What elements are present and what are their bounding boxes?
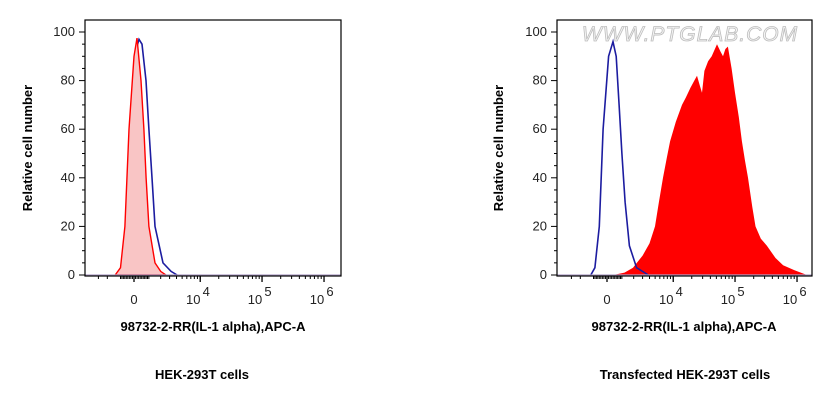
x-tick-exponent: 5	[264, 284, 271, 299]
series-line-1	[590, 38, 649, 276]
x-tick-exponent: 6	[326, 284, 333, 299]
y-axis-title-right: Relative cell number	[491, 85, 506, 211]
caption-left: HEK-293T cells	[155, 367, 249, 382]
x-tick-exponent: 4	[676, 284, 683, 299]
x-tick-label: 10	[310, 292, 324, 307]
x-tick-label: 10	[186, 292, 200, 307]
x-tick-label: 0	[603, 292, 610, 307]
x-axis-title-left: 98732-2-RR(IL-1 alpha),APC-A	[121, 319, 307, 334]
y-tick-label: 80	[533, 73, 547, 88]
y-tick-label: 60	[533, 121, 547, 136]
plot-frame	[84, 19, 342, 277]
plot-frame	[556, 19, 813, 277]
x-tick-label: 10	[659, 292, 673, 307]
x-tick-exponent: 5	[737, 284, 744, 299]
caption-right: Transfected HEK-293T cells	[600, 367, 771, 382]
y-tick-label: 100	[525, 24, 547, 39]
x-tick-label: 10	[783, 292, 797, 307]
y-tick-label: 20	[61, 218, 75, 233]
y-tick-label: 40	[533, 170, 547, 185]
y-tick-label: 20	[533, 218, 547, 233]
y-tick-label: 80	[61, 73, 75, 88]
series-area-0	[613, 44, 807, 276]
x-tick-exponent: 6	[799, 284, 806, 299]
y-tick-label: 60	[61, 121, 75, 136]
y-tick-label: 0	[68, 267, 75, 282]
x-axis-title-right: 98732-2-RR(IL-1 alpha),APC-A	[592, 319, 778, 334]
x-tick-label: 10	[721, 292, 735, 307]
y-tick-label: 40	[61, 170, 75, 185]
x-tick-label: 10	[248, 292, 262, 307]
watermark: WWW.PTGLAB.COM	[582, 23, 798, 46]
series-area-1	[113, 37, 169, 276]
y-tick-label: 0	[540, 267, 547, 282]
x-tick-exponent: 4	[203, 284, 210, 299]
x-tick-label: 0	[130, 292, 137, 307]
y-tick-label: 100	[53, 24, 75, 39]
y-axis-title-left: Relative cell number	[20, 85, 35, 211]
